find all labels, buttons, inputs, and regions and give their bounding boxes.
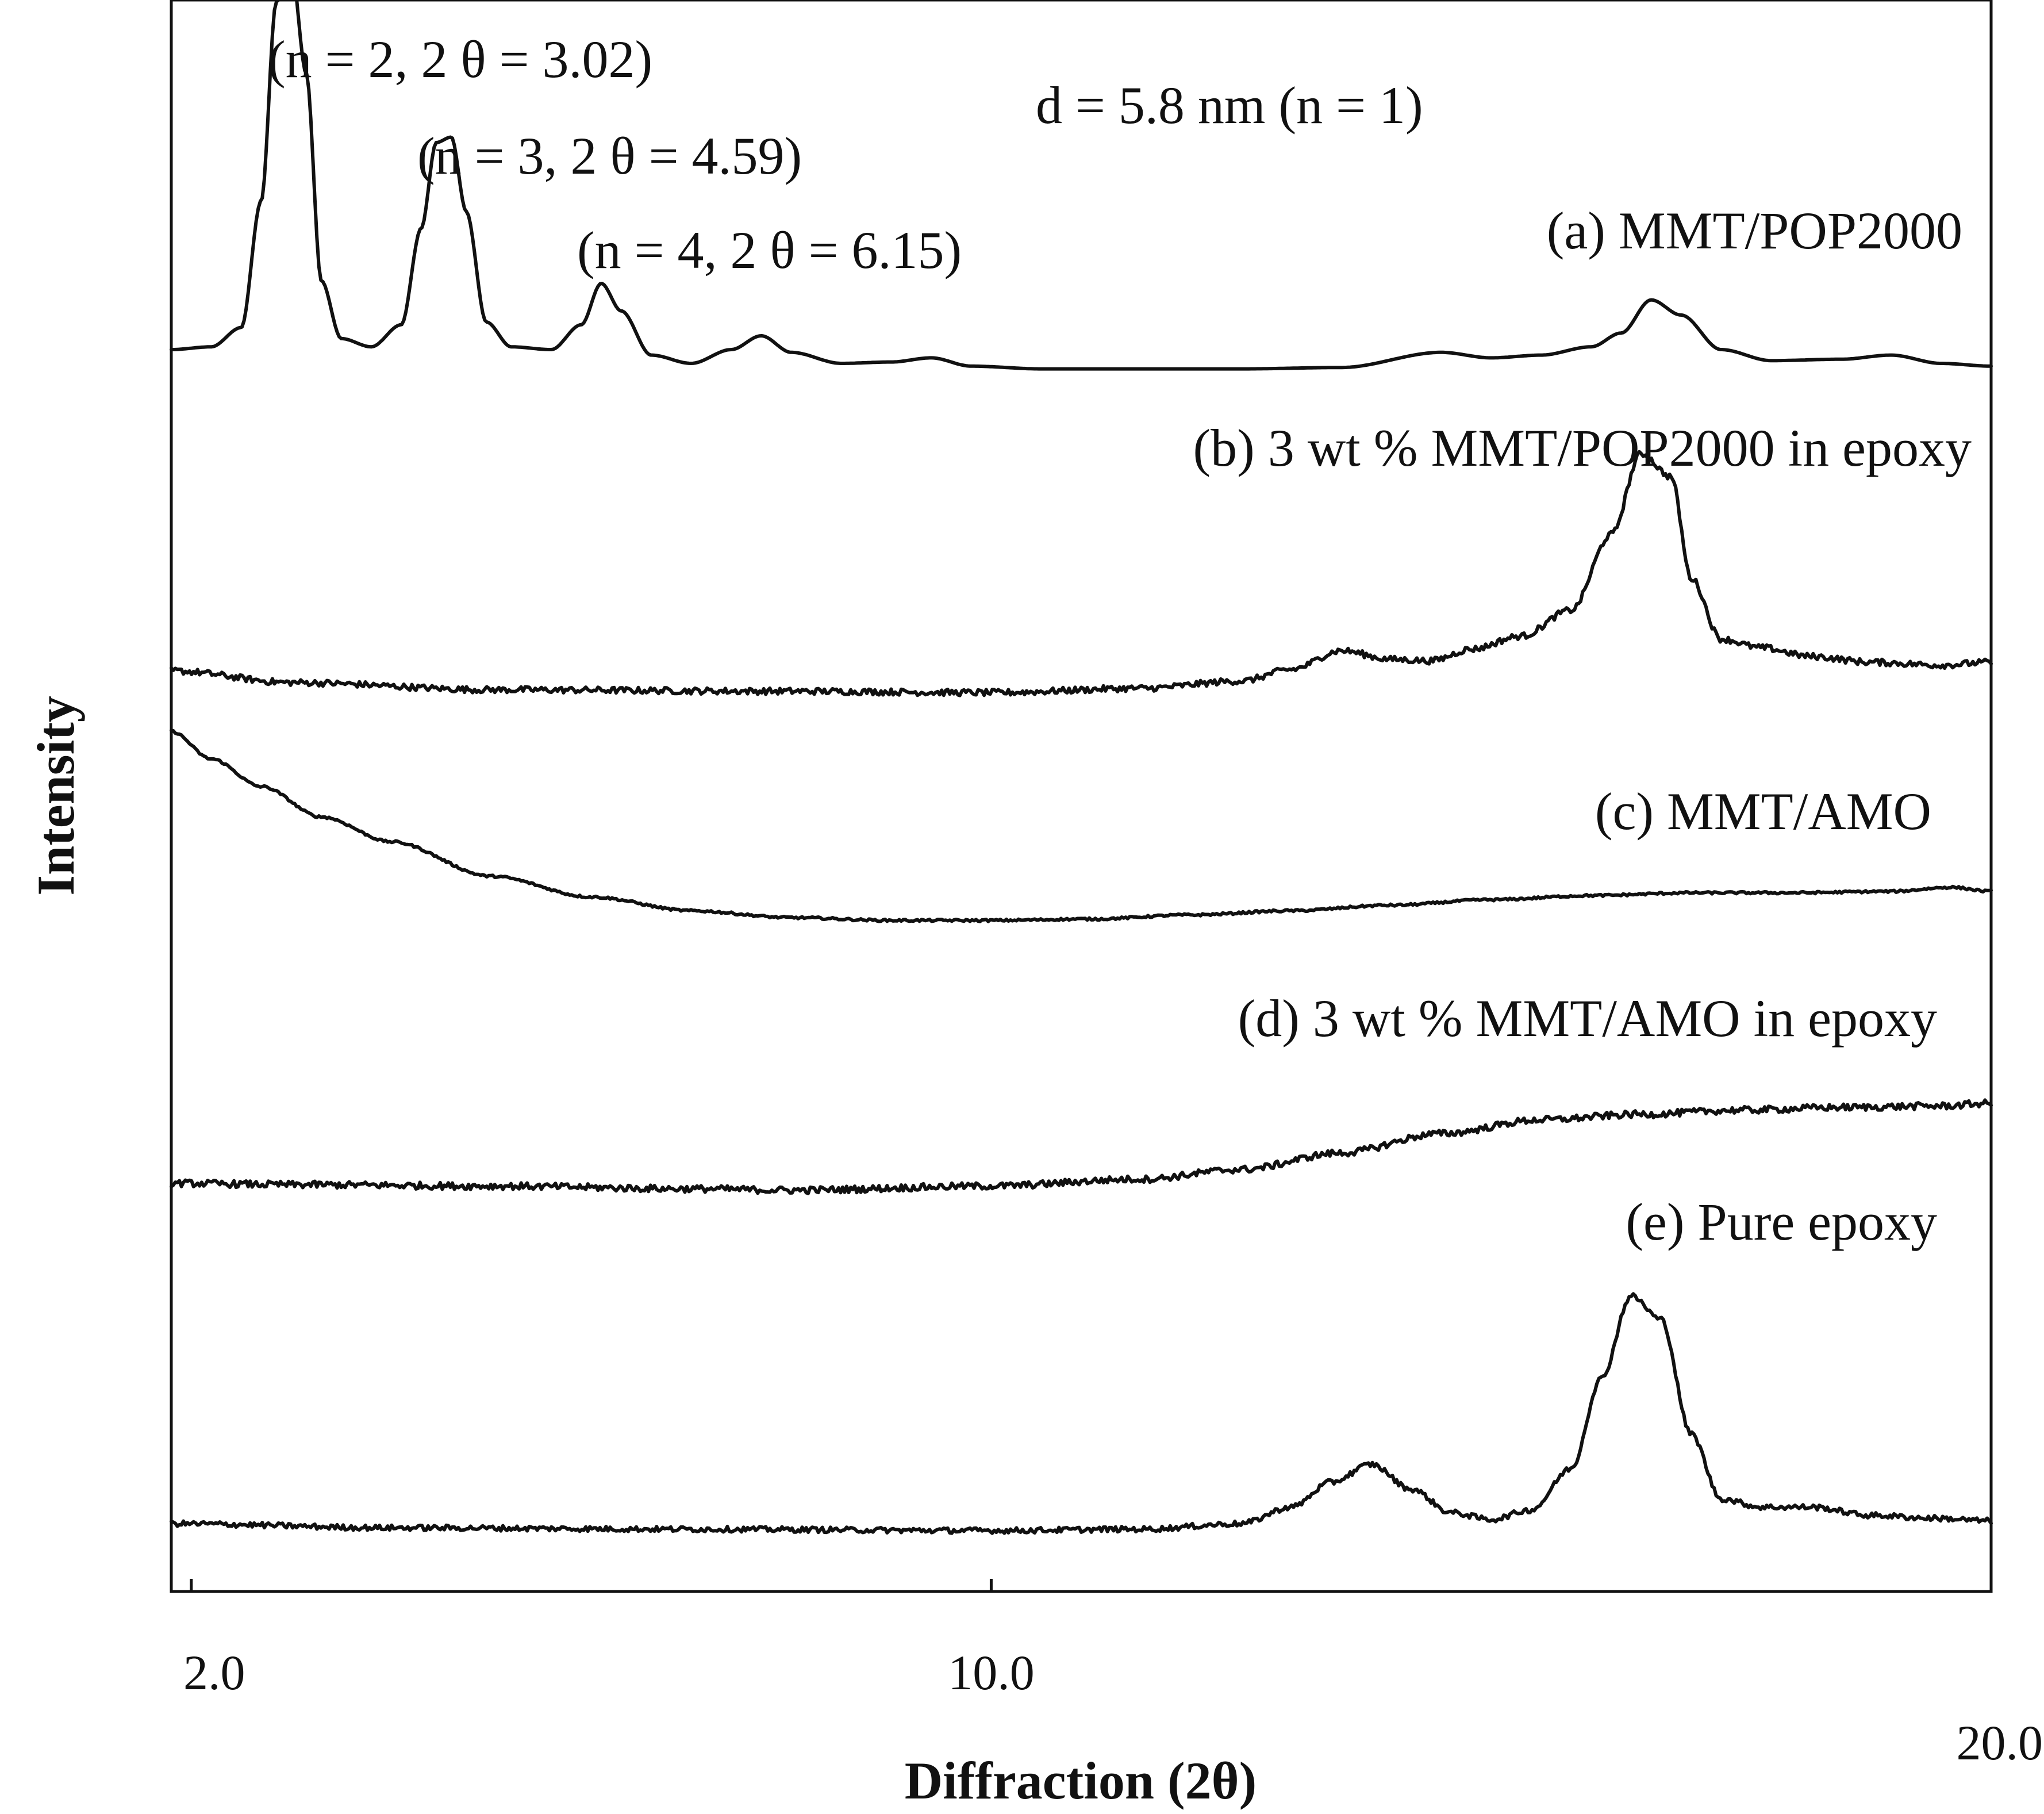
peak-annotation-n4: (n = 4, 2 θ = 6.15) [577, 221, 962, 279]
peak-annotation-n2: (n = 2, 2 θ = 3.02) [268, 30, 652, 89]
peak-annotation-n3: (n = 3, 2 θ = 4.59) [417, 126, 802, 185]
series-line-mmt-pop2000 [170, 0, 1993, 371]
plot-area-frame [170, 0, 1993, 1593]
series-label-c: (c) MMT/AMO [1595, 782, 1931, 841]
x-axis-title: Diffraction (2θ) [905, 1751, 1257, 1810]
series-line-3wt-mmt-pop2000-epoxy [170, 450, 1993, 697]
series-label-b: (b) 3 wt % MMT/POP2000 in epoxy [1193, 419, 1972, 477]
y-axis-title: Intensity [26, 696, 85, 896]
series-line-mmt-amo [170, 728, 1993, 923]
x-tick-label: 20.0 [1957, 1715, 2043, 1770]
series-line-3wt-mmt-amo-epoxy [170, 1098, 1993, 1195]
x-tick-label: 2.0 [183, 1645, 245, 1700]
series-label-a: (a) MMT/POP2000 [1547, 201, 1962, 260]
x-tick-label: 10.0 [948, 1645, 1035, 1700]
series-label-d: (d) 3 wt % MMT/AMO in epoxy [1238, 989, 1937, 1048]
series-label-e: (e) Pure epoxy [1626, 1192, 1937, 1251]
series-line-pure-epoxy [170, 1292, 1993, 1535]
d-spacing-annotation: d = 5.8 nm (n = 1) [1036, 76, 1423, 135]
